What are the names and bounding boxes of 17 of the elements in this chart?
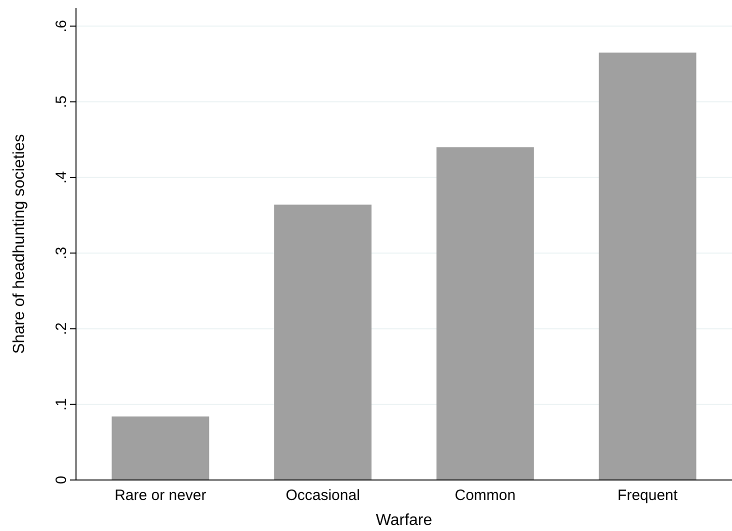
y-tick-label: .3 (53, 246, 70, 260)
bar (112, 416, 210, 480)
x-tick-label: Rare or never (114, 487, 206, 504)
y-tick-label: .6 (53, 20, 70, 32)
x-axis-title: Warfare (376, 512, 432, 529)
y-tick-label: .5 (53, 96, 70, 108)
y-tick-label: .1 (53, 398, 70, 411)
x-tick-label: Common (454, 487, 516, 504)
y-tick-label: .4 (53, 171, 70, 184)
x-tick-label: Frequent (618, 487, 678, 504)
bar (274, 204, 372, 480)
bar (598, 52, 696, 480)
bar (436, 147, 534, 480)
y-tick-label: .2 (53, 322, 70, 335)
x-tick-label: Occasional (286, 487, 360, 504)
y-axis-title: Share of headhunting societies (11, 134, 28, 354)
y-tick-label: 0 (53, 476, 70, 484)
